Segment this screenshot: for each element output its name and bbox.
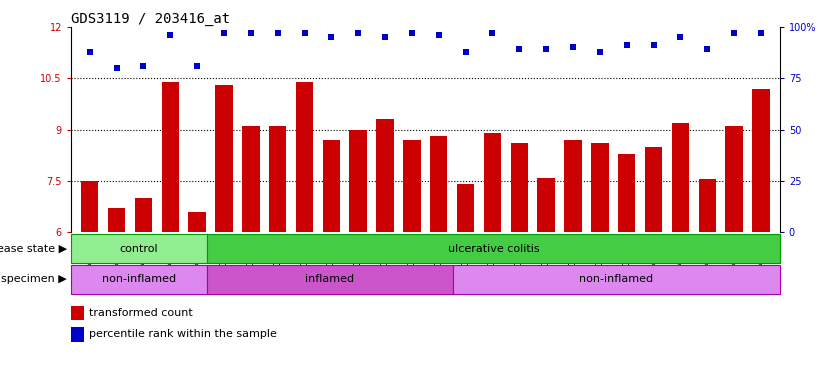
Bar <box>207 234 780 263</box>
Bar <box>71 306 83 320</box>
Point <box>754 30 767 36</box>
Bar <box>403 140 420 232</box>
Point <box>352 30 365 36</box>
Bar <box>323 140 340 232</box>
Text: transformed count: transformed count <box>89 308 193 318</box>
Bar <box>618 154 636 232</box>
Bar <box>162 82 179 232</box>
Bar <box>510 143 528 232</box>
Point <box>593 48 606 55</box>
Text: percentile rank within the sample: percentile rank within the sample <box>89 329 277 339</box>
Bar <box>188 212 206 232</box>
Bar <box>537 177 555 232</box>
Text: ulcerative colitis: ulcerative colitis <box>448 243 540 254</box>
Text: specimen ▶: specimen ▶ <box>1 274 67 285</box>
Bar <box>645 147 662 232</box>
Point <box>674 34 687 40</box>
Bar <box>269 126 286 232</box>
Text: disease state ▶: disease state ▶ <box>0 243 67 254</box>
Bar <box>376 119 394 232</box>
Point <box>137 63 150 69</box>
Bar <box>215 85 233 232</box>
Bar <box>71 327 83 342</box>
Point <box>110 65 123 71</box>
Bar <box>726 126 743 232</box>
Point <box>218 30 231 36</box>
Bar <box>671 123 689 232</box>
Bar <box>430 136 448 232</box>
Point <box>271 30 284 36</box>
Text: non-inflamed: non-inflamed <box>579 274 653 285</box>
Point <box>513 46 526 53</box>
Bar <box>242 126 259 232</box>
Point <box>566 44 580 50</box>
Bar <box>457 184 475 232</box>
Point <box>324 34 338 40</box>
Point <box>647 42 661 48</box>
Text: inflamed: inflamed <box>305 274 354 285</box>
Bar <box>484 133 501 232</box>
Point <box>163 32 177 38</box>
Bar <box>565 140 582 232</box>
Bar <box>699 179 716 232</box>
Text: non-inflamed: non-inflamed <box>102 274 176 285</box>
Bar <box>752 89 770 232</box>
Point <box>620 42 633 48</box>
Point <box>432 32 445 38</box>
Text: GDS3119 / 203416_at: GDS3119 / 203416_at <box>71 12 230 26</box>
Text: control: control <box>120 243 158 254</box>
Point <box>405 30 419 36</box>
Point <box>83 48 97 55</box>
Point <box>459 48 472 55</box>
Bar <box>134 198 152 232</box>
Point <box>485 30 499 36</box>
Bar <box>108 209 125 232</box>
Bar <box>71 265 207 294</box>
Bar <box>349 130 367 232</box>
Bar <box>296 82 314 232</box>
Bar <box>591 143 609 232</box>
Point <box>540 46 553 53</box>
Bar <box>453 265 780 294</box>
Point <box>298 30 311 36</box>
Bar <box>71 234 207 263</box>
Point <box>379 34 392 40</box>
Point <box>190 63 203 69</box>
Bar <box>81 181 98 232</box>
Point <box>727 30 741 36</box>
Point <box>701 46 714 53</box>
Point <box>244 30 258 36</box>
Bar <box>207 265 453 294</box>
